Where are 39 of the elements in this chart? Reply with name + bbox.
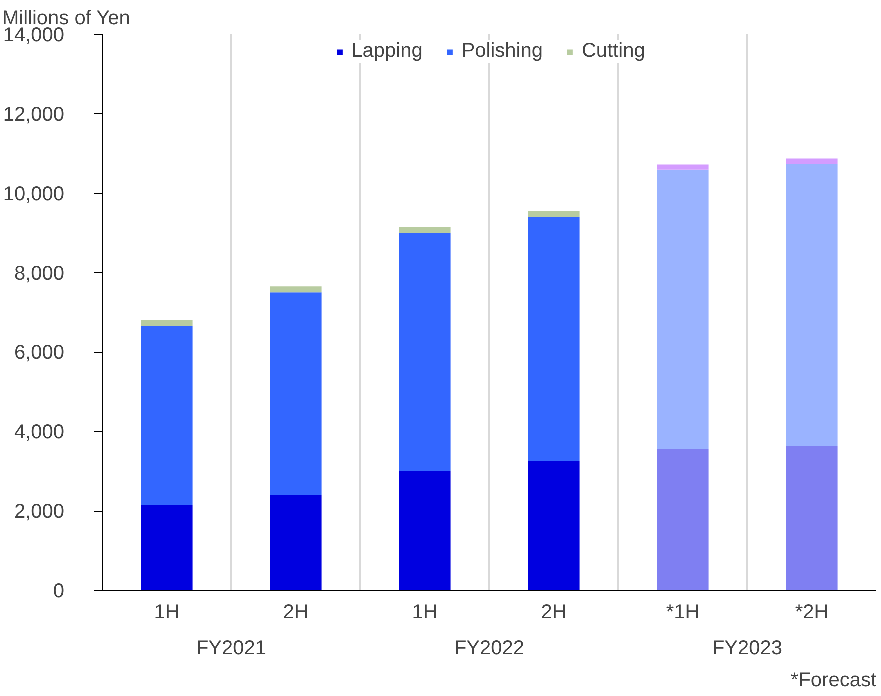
bar bbox=[528, 461, 580, 590]
bar bbox=[141, 326, 193, 506]
x-tick-label: *2H bbox=[795, 602, 829, 624]
text: FY2022 bbox=[454, 638, 525, 660]
bar bbox=[657, 164, 709, 170]
x-tick-label: 1H bbox=[154, 602, 180, 624]
legend-label: Lapping bbox=[352, 40, 423, 63]
bar bbox=[270, 292, 322, 496]
y-tick-label: 10,000 bbox=[3, 183, 64, 206]
bar bbox=[141, 505, 193, 590]
text: FY2021 bbox=[196, 638, 267, 660]
bar bbox=[141, 320, 193, 326]
bar bbox=[270, 286, 322, 293]
legend-label: Polishing bbox=[462, 40, 543, 63]
x-tick-label: 2H bbox=[541, 602, 567, 624]
x-tick-label: 1H bbox=[412, 602, 438, 624]
y-tick-label: 14,000 bbox=[3, 24, 64, 46]
bar bbox=[786, 158, 838, 164]
bar bbox=[657, 450, 709, 590]
y-tick-label: 6,000 bbox=[14, 342, 65, 364]
bar bbox=[528, 211, 580, 218]
y-tick-label: 0 bbox=[53, 580, 64, 602]
bar bbox=[786, 164, 838, 446]
bar bbox=[657, 170, 709, 450]
bar bbox=[399, 233, 451, 472]
y-tick-label: 2,000 bbox=[14, 501, 65, 524]
bar bbox=[786, 446, 838, 590]
x-tick-label: *1H bbox=[666, 602, 700, 624]
legend-label: Cutting bbox=[582, 40, 646, 63]
bar bbox=[528, 217, 580, 462]
text: FY2023 bbox=[712, 638, 783, 660]
y-tick-label: 4,000 bbox=[14, 422, 65, 444]
text: *Forecast bbox=[790, 670, 877, 692]
y-tick-label: 12,000 bbox=[3, 104, 64, 126]
bar bbox=[399, 471, 451, 590]
bar bbox=[399, 227, 451, 234]
bar bbox=[270, 495, 322, 590]
x-tick-label: 2H bbox=[283, 602, 309, 624]
y-tick-label: 8,000 bbox=[14, 262, 65, 285]
